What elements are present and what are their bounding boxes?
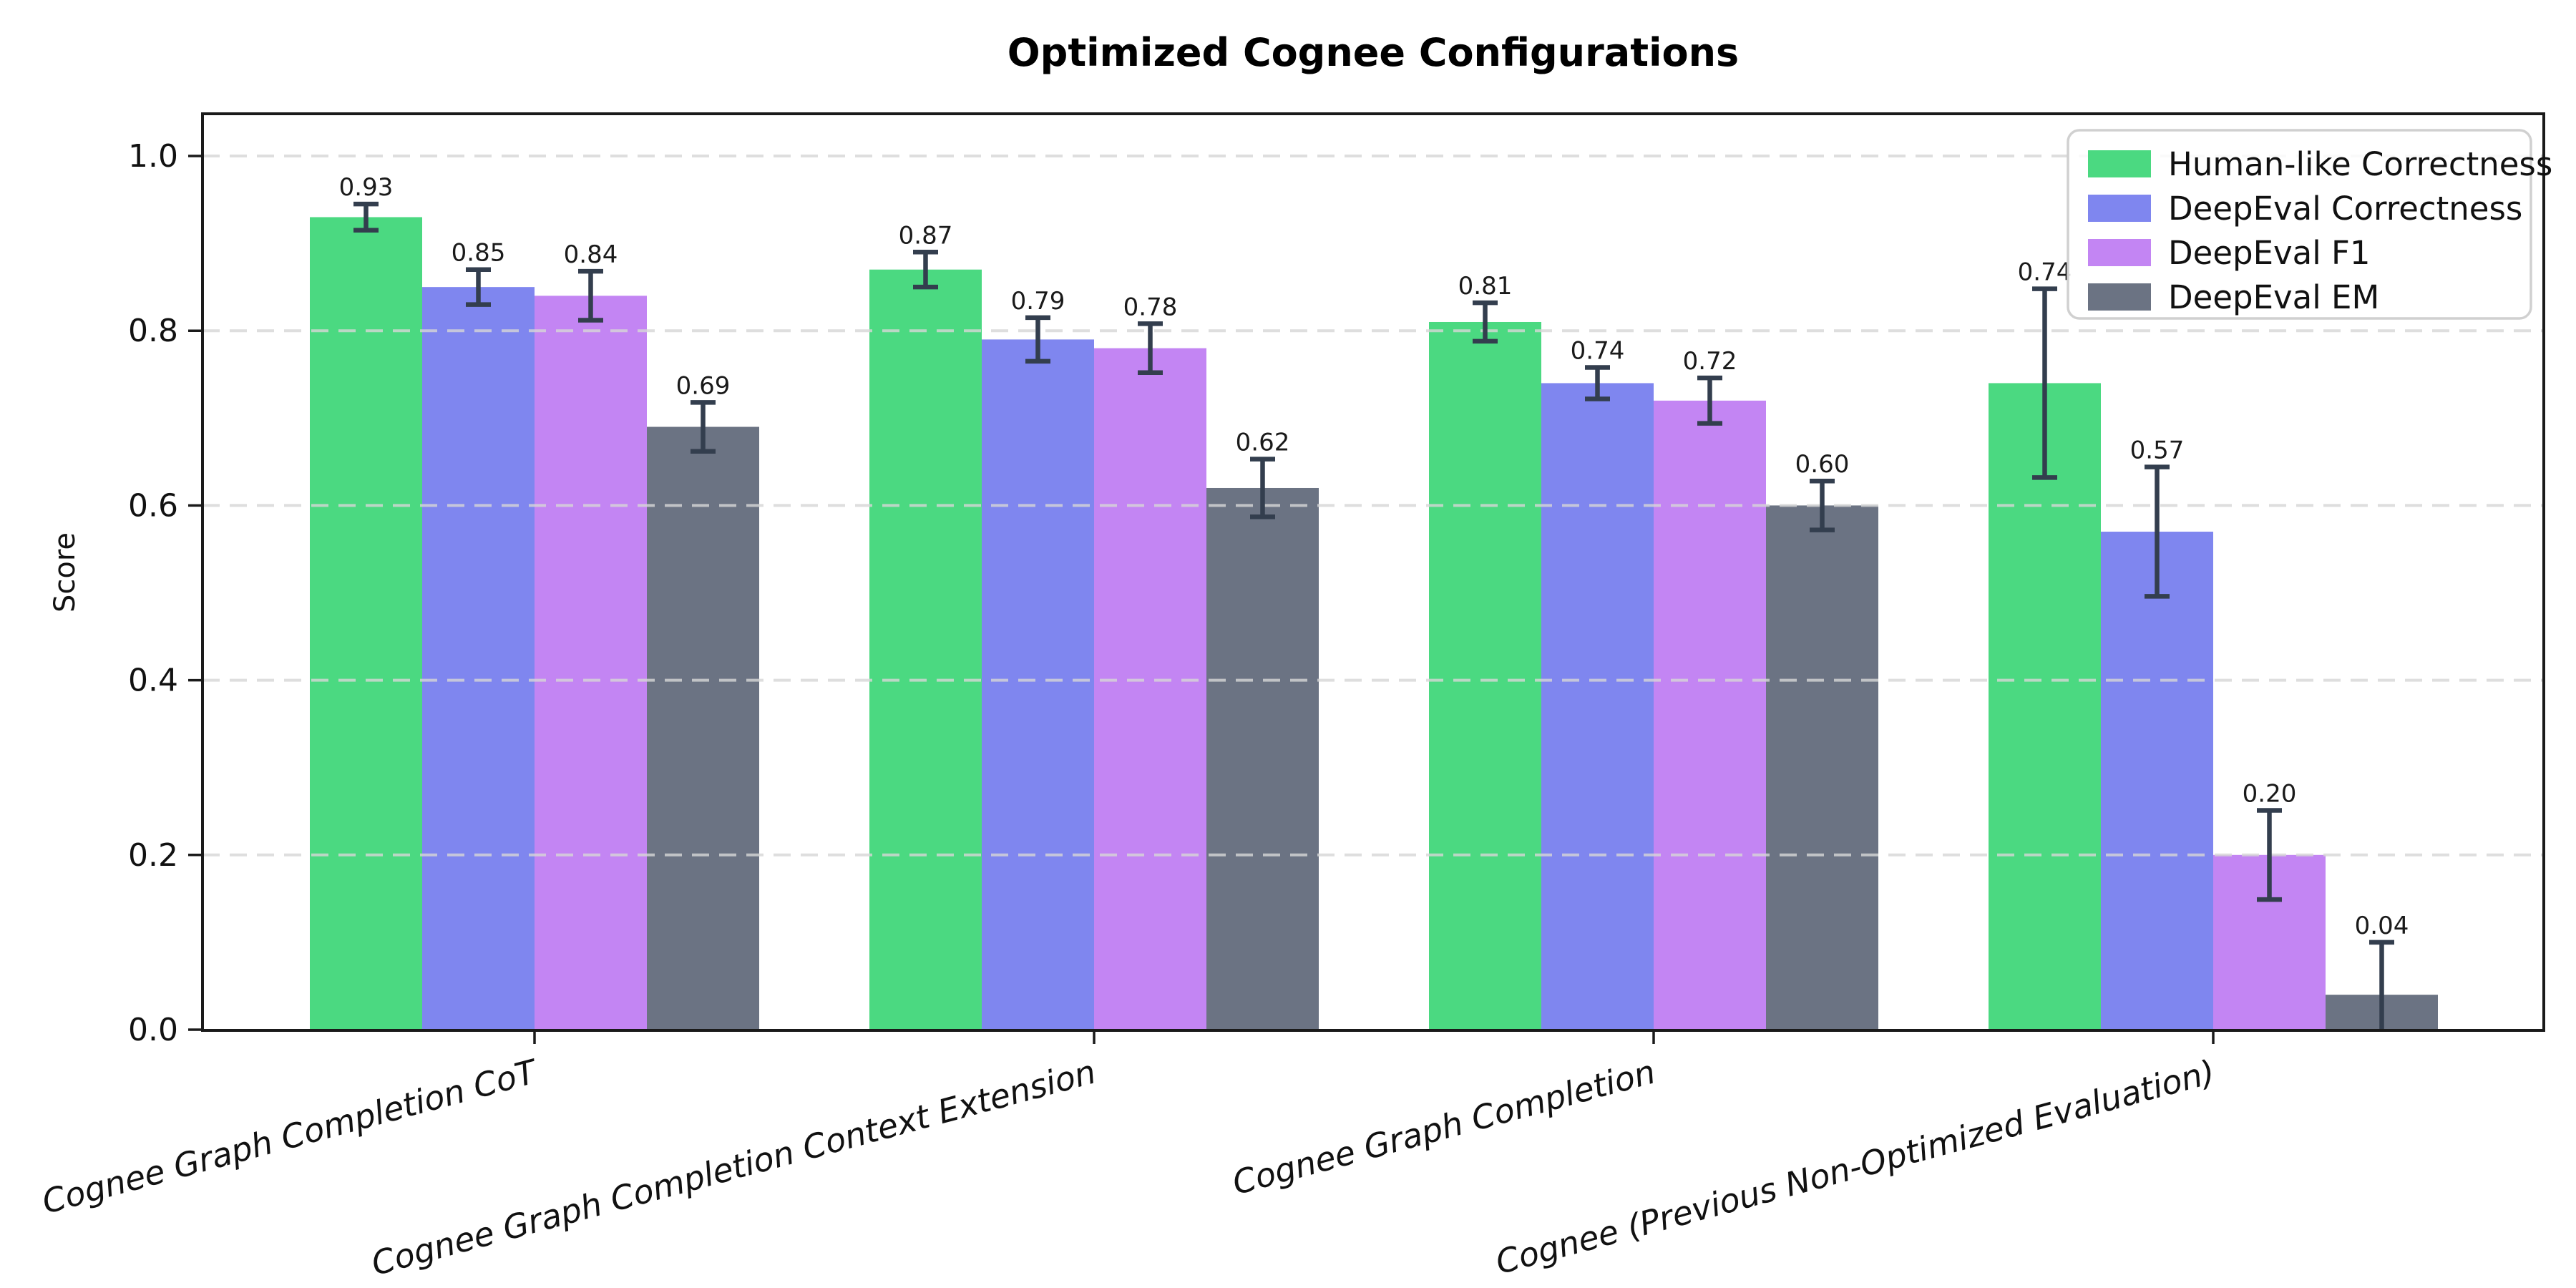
y-tick-label-0.0: 0.0	[128, 1012, 178, 1048]
value-label-deepeval-correctness-2: 0.74	[1571, 336, 1625, 365]
value-label-deepeval-f1-3: 0.20	[2243, 780, 2297, 809]
gridlines	[203, 155, 2544, 857]
value-label-deepeval-correctness-3: 0.57	[2130, 436, 2185, 465]
legend-box	[2067, 129, 2532, 320]
legend-label-deepeval-f1: DeepEval F1	[2168, 234, 2371, 272]
bar-human-like-correctness-0	[310, 217, 422, 1030]
error-bar-deepeval-f1-2	[1697, 375, 1722, 426]
value-label-human-like-correctness-1: 0.87	[899, 221, 953, 250]
legend-label-deepeval-em: DeepEval EM	[2168, 278, 2379, 316]
legend-swatch-deepeval-em	[2088, 283, 2151, 311]
value-label-deepeval-em-3: 0.04	[2355, 912, 2409, 940]
error-bar-deepeval-em-0	[691, 400, 716, 454]
bar-human-like-correctness-1	[869, 269, 982, 1030]
value-labels-layer: 0.93 0.87 0.81 0.74 0.85 0.79 0.74 0.57 0.84 0.78…	[339, 173, 2409, 940]
value-label-deepeval-f1-2: 0.72	[1683, 347, 1737, 376]
error-bar-human-like-correctness-0	[353, 201, 379, 233]
bar-deepeval-em-0	[647, 426, 759, 1030]
bar-human-like-correctness-3	[1989, 383, 2101, 1030]
error-bar-deepeval-em-2	[1810, 478, 1835, 532]
bars-layer	[310, 217, 2438, 1030]
bar-deepeval-correctness-2	[1541, 383, 1654, 1030]
error-bar-human-like-correctness-1	[913, 250, 938, 290]
error-bar-deepeval-f1-0	[578, 268, 603, 323]
value-label-deepeval-correctness-1: 0.79	[1011, 287, 1065, 316]
legend-swatch-human-like-correctness	[2088, 150, 2151, 177]
legend-label-human-like-correctness: Human-like Correctness	[2168, 145, 2552, 183]
x-tick-label-0: Cognee Graph Completion CoT	[38, 1051, 542, 1221]
bar-human-like-correctness-2	[1429, 321, 1541, 1030]
y-axis-label: Score	[49, 532, 82, 613]
value-label-human-like-correctness-3: 0.74	[2018, 258, 2072, 287]
bar-deepeval-correctness-1	[982, 339, 1094, 1030]
y-tick-label-1.0: 1.0	[128, 138, 178, 175]
value-label-human-like-correctness-2: 0.81	[1458, 272, 1513, 301]
bar-deepeval-f1-1	[1094, 348, 1206, 1030]
error-bar-deepeval-em-1	[1250, 457, 1275, 519]
axis-ticks: 0.0 0.2 0.4 0.6 0.8 1.0	[128, 138, 2215, 1048]
plot-border	[201, 112, 2545, 1032]
legend-swatch-deepeval-correctness	[2088, 195, 2151, 222]
bar-deepeval-f1-2	[1654, 400, 1766, 1030]
legend-swatch-deepeval-f1	[2088, 239, 2151, 266]
bar-deepeval-em-2	[1766, 505, 1878, 1030]
legend-label-deepeval-correctness: DeepEval Correctness	[2168, 190, 2522, 228]
value-label-deepeval-f1-1: 0.78	[1123, 293, 1178, 321]
error-bar-deepeval-correctness-1	[1025, 315, 1050, 364]
y-tick-label-0.2: 0.2	[128, 837, 178, 874]
bar-deepeval-correctness-0	[422, 287, 535, 1030]
value-label-deepeval-f1-0: 0.84	[564, 240, 618, 269]
y-tick-label-0.8: 0.8	[128, 313, 178, 349]
x-tick-labels: Cognee Graph Completion CoT Cognee Graph …	[38, 1051, 2219, 1283]
chart-title: Optimized Cognee Configurations	[1008, 30, 1739, 75]
error-bar-deepeval-f1-3	[2257, 808, 2282, 902]
value-label-deepeval-em-0: 0.69	[676, 371, 731, 400]
value-label-deepeval-em-1: 0.62	[1236, 429, 1290, 457]
error-bar-deepeval-correctness-0	[466, 267, 491, 307]
y-tick-label-0.6: 0.6	[128, 487, 178, 524]
y-tick-label-0.4: 0.4	[128, 663, 178, 699]
bar-deepeval-em-1	[1206, 487, 1319, 1030]
error-bar-human-like-correctness-3	[2032, 286, 2057, 480]
bar-deepeval-f1-0	[535, 296, 647, 1030]
bar-deepeval-correctness-3	[2101, 532, 2213, 1030]
error-bar-deepeval-correctness-3	[2145, 464, 2170, 599]
error-bars-layer	[353, 201, 2394, 1030]
x-tick-label-2: Cognee Graph Completion	[1229, 1052, 1659, 1202]
value-label-deepeval-em-2: 0.60	[1795, 450, 1850, 479]
error-bar-deepeval-correctness-2	[1585, 365, 1610, 401]
error-bar-deepeval-f1-1	[1138, 321, 1163, 376]
value-label-deepeval-correctness-0: 0.85	[452, 239, 506, 268]
error-bar-human-like-correctness-2	[1473, 300, 1498, 344]
value-label-human-like-correctness-0: 0.93	[339, 173, 394, 202]
legend: Human-like Correctness DeepEval Correctne…	[2067, 129, 2552, 320]
